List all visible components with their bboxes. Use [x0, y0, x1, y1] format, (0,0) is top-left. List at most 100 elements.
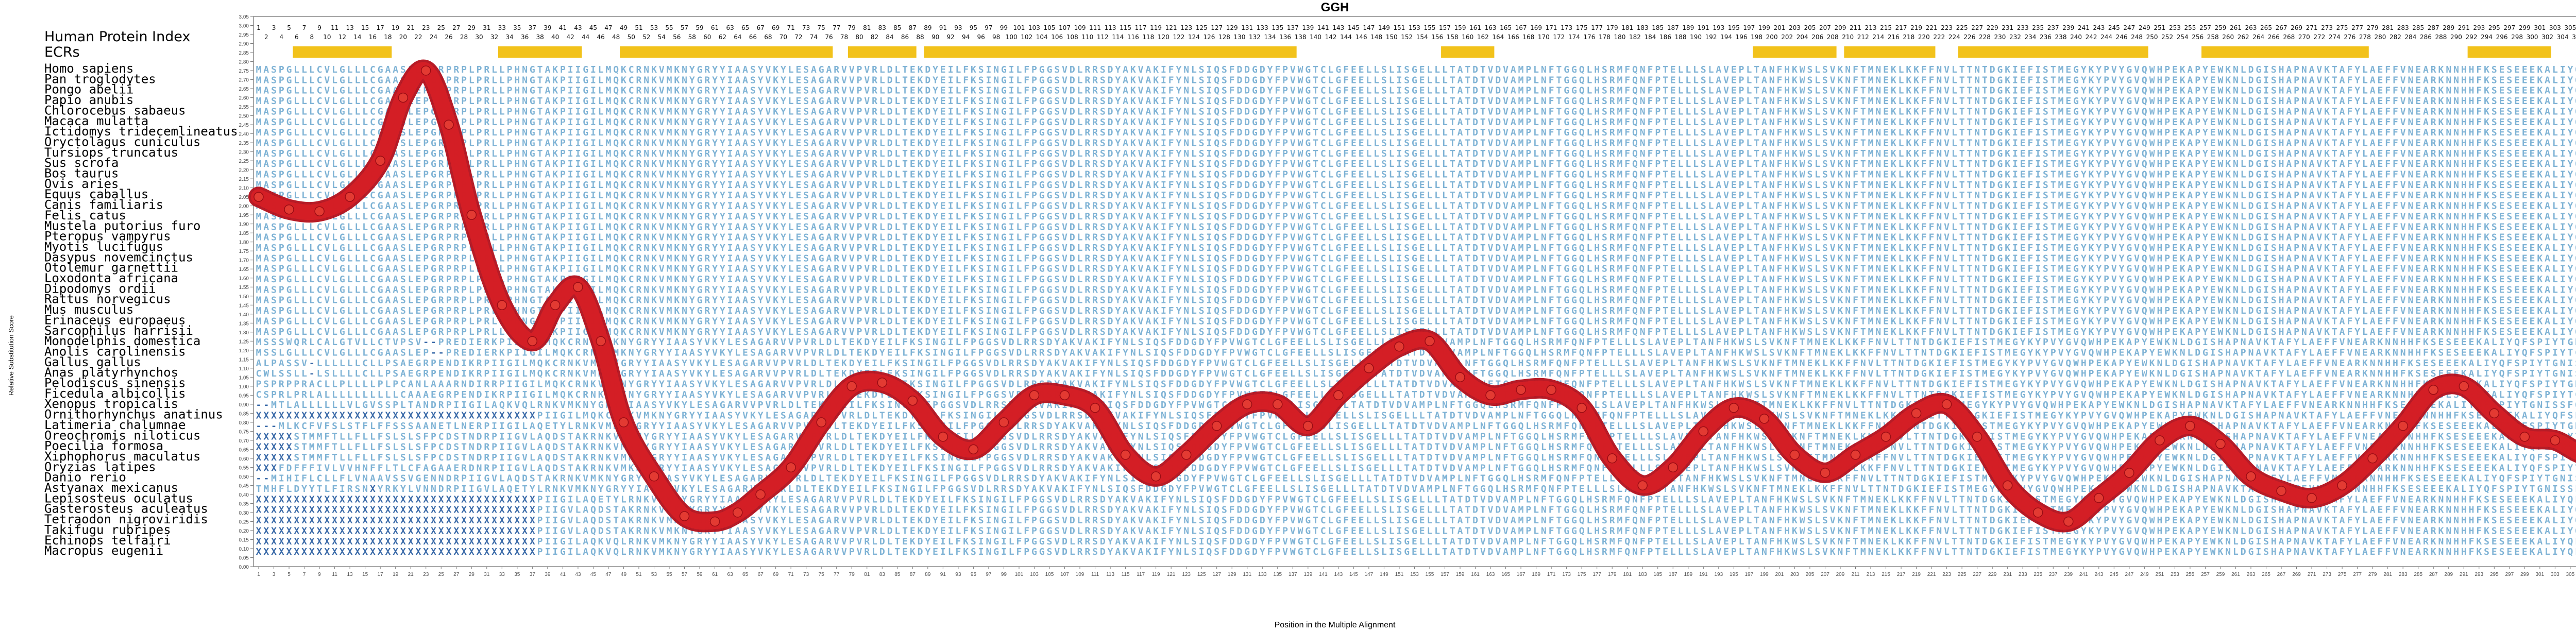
- residue: K: [621, 127, 626, 138]
- residue: S: [1822, 169, 1828, 180]
- residue: L: [788, 117, 794, 128]
- residue: G: [286, 127, 292, 138]
- residue: A: [263, 127, 269, 138]
- residue: F: [2028, 180, 2033, 191]
- residue: P: [1739, 64, 1744, 75]
- residue: V: [2316, 75, 2322, 86]
- residue: F: [1624, 117, 1630, 128]
- residue: L: [1328, 75, 1334, 86]
- position-number: 192: [1705, 33, 1717, 41]
- residue: L: [1016, 138, 1022, 148]
- position-number: 74: [810, 33, 818, 41]
- residue: D: [1108, 117, 1113, 128]
- residue: V: [2316, 180, 2322, 191]
- residue: H: [1594, 86, 1600, 96]
- residue: E: [2172, 96, 2178, 107]
- residue: P: [857, 106, 862, 117]
- residue: N: [1183, 117, 1189, 128]
- residue: K: [773, 86, 778, 96]
- residue: H: [514, 96, 520, 107]
- residue: K: [1792, 117, 1798, 128]
- y-tick-label: 2.25: [239, 159, 249, 164]
- residue: V: [1488, 169, 1494, 180]
- residue: Y: [2202, 96, 2208, 107]
- residue: L: [2241, 64, 2246, 75]
- residue: V: [849, 138, 855, 148]
- residue: T: [2332, 75, 2337, 86]
- residue: P: [507, 169, 513, 180]
- residue: F: [1921, 117, 1927, 128]
- residue: K: [1913, 138, 1919, 148]
- residue: G: [819, 64, 824, 75]
- residue: S: [1822, 64, 1828, 75]
- residue: H: [2157, 169, 2162, 180]
- residue: L: [1952, 75, 1957, 86]
- residue: W: [1800, 138, 1805, 148]
- residue: A: [2340, 148, 2345, 159]
- residue: V: [864, 96, 870, 107]
- residue: F: [1343, 64, 1349, 75]
- residue: Y: [2096, 106, 2102, 117]
- residue: A: [2545, 148, 2550, 159]
- residue: D: [1237, 96, 1243, 107]
- residue: H: [2157, 180, 2162, 191]
- residue: I: [1397, 180, 1402, 191]
- residue: C: [317, 180, 323, 191]
- residue: G: [583, 75, 588, 86]
- residue: L: [1586, 117, 1592, 128]
- residue: A: [1123, 180, 1128, 191]
- residue: S: [1701, 159, 1706, 169]
- residue: P: [423, 127, 429, 138]
- residue: V: [2400, 180, 2406, 191]
- residue: C: [629, 159, 634, 169]
- residue: N: [1769, 117, 1775, 128]
- residue: L: [1693, 148, 1699, 159]
- residue: L: [294, 127, 299, 138]
- residue: K: [971, 75, 976, 86]
- residue: K: [1891, 117, 1896, 128]
- position-number: 288: [2435, 33, 2447, 41]
- residue: L: [1374, 148, 1379, 159]
- residue: E: [2530, 106, 2535, 117]
- residue: A: [1458, 148, 1463, 159]
- residue: Y: [712, 117, 718, 128]
- residue: M: [606, 148, 612, 159]
- position-number: 40: [551, 33, 559, 41]
- residue: V: [765, 138, 771, 148]
- residue: R: [1609, 117, 1615, 128]
- position-number: 179: [1606, 24, 1618, 31]
- position-number: 238: [2055, 33, 2067, 41]
- position-number: 59: [696, 24, 703, 31]
- residue: L: [301, 127, 307, 138]
- residue: L: [2362, 86, 2368, 96]
- residue: F: [1549, 117, 1554, 128]
- residue: C: [317, 106, 323, 117]
- residue: F: [1343, 180, 1349, 191]
- residue: E: [910, 180, 916, 191]
- residue: E: [1670, 117, 1676, 128]
- residue: L: [1191, 96, 1197, 107]
- residue: R: [1092, 138, 1098, 148]
- residue: I: [2012, 127, 2018, 138]
- residue: E: [1883, 169, 1889, 180]
- residue: D: [2248, 169, 2254, 180]
- residue: M: [256, 148, 262, 159]
- residue: Q: [1214, 64, 1219, 75]
- residue: L: [408, 148, 414, 159]
- residue: D: [1472, 86, 1478, 96]
- residue: A: [2340, 138, 2345, 148]
- residue: N: [682, 138, 687, 148]
- position-number: 155: [1424, 24, 1436, 31]
- position-number: 87: [909, 24, 917, 31]
- residue: Q: [1214, 180, 1219, 191]
- residue: A: [2370, 117, 2376, 128]
- residue: R: [453, 86, 459, 96]
- residue: N: [2408, 86, 2414, 96]
- residue: E: [2065, 64, 2071, 75]
- residue: K: [1153, 64, 1159, 75]
- residue: S: [2506, 138, 2512, 148]
- residue: P: [2195, 169, 2200, 180]
- residue: G: [1047, 96, 1053, 107]
- residue: K: [2537, 117, 2543, 128]
- residue: S: [2043, 106, 2048, 117]
